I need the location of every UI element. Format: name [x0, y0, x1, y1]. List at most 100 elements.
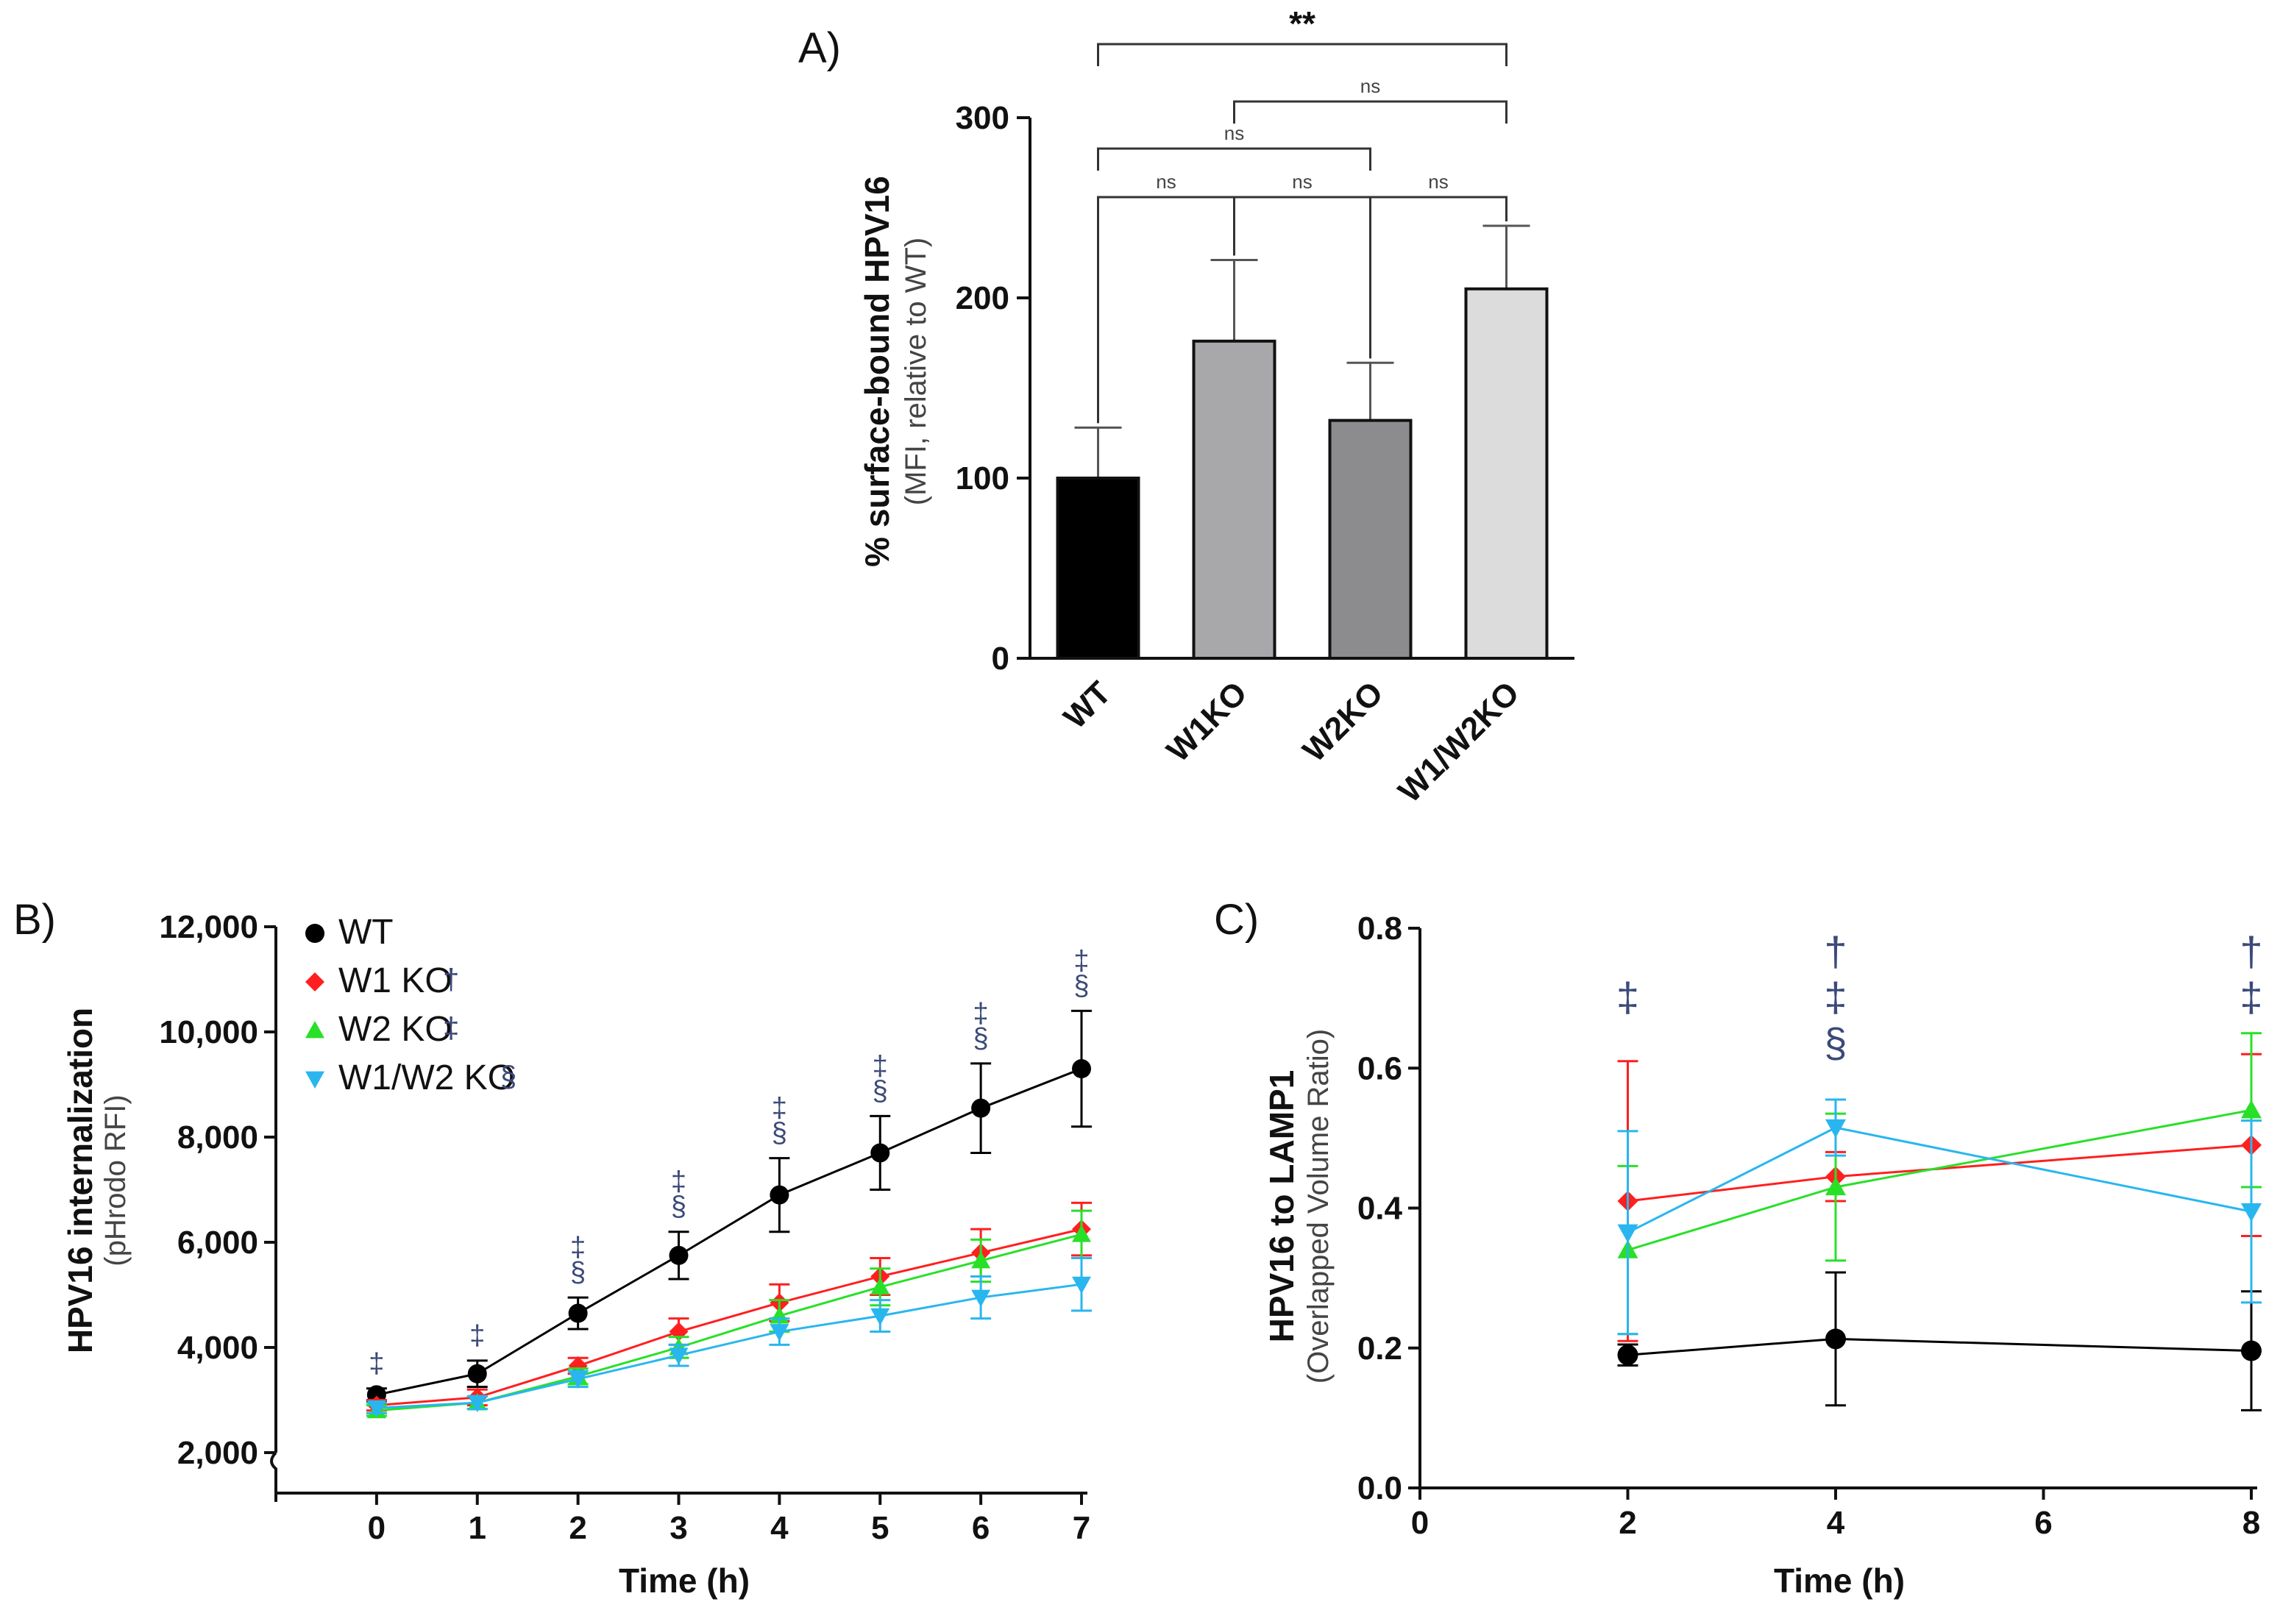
series-line	[1627, 1108, 2252, 1252]
ytick-label: 6,000	[177, 1225, 258, 1261]
xtick-label: 2	[569, 1510, 586, 1546]
panel-a-ytick-label: 0	[992, 641, 1009, 677]
data-point	[669, 1245, 689, 1265]
legend-symbol: †	[443, 964, 459, 996]
bar-w2ko	[1328, 419, 1413, 660]
significance-symbol: ‡	[570, 1232, 586, 1263]
data-point	[2241, 1100, 2262, 1119]
xtick-label: 0	[1411, 1505, 1429, 1541]
bar-w1-w2ko	[1464, 287, 1549, 660]
significance-symbol: ‡	[1616, 974, 1639, 1020]
panel-b-label: B)	[13, 896, 56, 944]
data-point	[1072, 1059, 1091, 1079]
data-point	[1072, 1276, 1091, 1294]
series-w1-ko	[1617, 1053, 2262, 1342]
panel-c-ylabel-sub: (Overlapped Volume Ratio)	[1302, 1029, 1335, 1383]
panel-c-label: C)	[1214, 896, 1259, 944]
significance-bracket	[1233, 100, 1507, 124]
significance-symbol: ‡	[369, 1348, 384, 1379]
significance-symbol: †	[1824, 928, 1847, 975]
ytick-label: 8,000	[177, 1119, 258, 1155]
panel-b-xlabel: Time (h)	[619, 1561, 750, 1600]
ytick-label: 0.0	[1357, 1470, 1402, 1506]
data-point	[1617, 1345, 1638, 1366]
significance-symbol: †	[2240, 928, 2262, 975]
series-line	[376, 1228, 1082, 1407]
legend-item-w1-ko: W1 KO†	[305, 961, 459, 1000]
xtick-label: 4	[1827, 1505, 1845, 1541]
xtick-label: 7	[1073, 1510, 1090, 1546]
panel-a-bars: WT W1KO W2KO W1/W2KO	[1056, 224, 1549, 810]
xtick-label: 0	[368, 1510, 386, 1546]
data-point	[770, 1324, 789, 1342]
significance-symbol: ‡	[671, 1167, 686, 1197]
significance-symbol: §	[772, 1118, 787, 1149]
legend-marker	[305, 972, 324, 991]
data-point	[971, 1251, 991, 1269]
data-point	[971, 1098, 991, 1118]
significance-bracket	[1233, 196, 1371, 359]
significance-symbol: ‡	[1824, 974, 1847, 1020]
xtick-label: 6	[2034, 1505, 2052, 1541]
y-axis-break	[270, 1451, 277, 1493]
panel-a-xtick-label: W1KO	[1160, 674, 1254, 769]
xtick-label: 1	[469, 1510, 486, 1546]
significance-label: **	[1289, 4, 1315, 43]
series-w1-w2-ko	[366, 1256, 1092, 1418]
xtick-label: 4	[770, 1510, 789, 1546]
panel-a-ytick-label: 200	[956, 280, 1009, 316]
panel-a-xtick-label: W2KO	[1296, 674, 1391, 769]
xtick-label: 3	[670, 1510, 687, 1546]
panel-a-ylabel-sub: (MFI, relative to WT)	[900, 238, 932, 505]
panel-c-axes: 0.0 0.2 0.4 0.6 0.8 0 2 4 6 8	[1357, 911, 2260, 1541]
panel-a-xtick-label: WT	[1057, 674, 1118, 736]
legend-label: W2 KO	[338, 1010, 452, 1049]
significance-bracket	[1369, 196, 1507, 359]
ytick-label: 0.6	[1357, 1050, 1402, 1086]
significance-symbol: ‡	[873, 1050, 888, 1081]
series-line	[376, 1067, 1082, 1396]
data-point	[568, 1371, 588, 1389]
ytick-label: 10,000	[159, 1014, 258, 1050]
data-point	[971, 1289, 991, 1308]
panel-b-legend: WT W1 KO† W2 KO‡ W1/W2 KO§	[305, 913, 516, 1097]
panel-c-annotations: ‡†‡§†‡	[1616, 928, 2263, 1066]
significance-label: ns	[1360, 75, 1380, 97]
xtick-label: 6	[972, 1510, 990, 1546]
significance-symbol: ‡	[772, 1093, 787, 1124]
legend-item-wt: WT	[305, 913, 394, 952]
legend-item-w1-w2-ko: W1/W2 KO§	[305, 1058, 516, 1097]
series-w1-w2-ko	[1617, 1098, 2262, 1336]
significance-symbol: §	[1073, 970, 1089, 1001]
panel-a-label: A)	[798, 24, 841, 72]
data-point	[1617, 1224, 1638, 1243]
series-w2-ko	[1617, 1032, 2262, 1336]
panel-c-xlabel: Time (h)	[1774, 1561, 1905, 1600]
panel-c: C) 0.00.20.40.60.80 2 4 6 8 ‡†‡§†‡ HPV16 to …	[1214, 896, 2263, 1600]
panel-b: B) 2,000 4,000 6,000 8,000 10,000 12,000 0 1 2 3 4…	[13, 896, 1092, 1600]
data-point	[366, 1400, 386, 1418]
data-point	[1072, 1225, 1091, 1242]
data-point	[870, 1277, 890, 1295]
data-point	[870, 1308, 890, 1326]
significance-label: ns	[1156, 171, 1176, 193]
ytick-label: 12,000	[159, 909, 258, 945]
series-wt	[366, 1009, 1092, 1405]
legend-symbol: §	[500, 1061, 516, 1093]
series-wt	[1617, 1271, 2262, 1411]
panel-b-ylabel-sub: (pHrodo RFI)	[99, 1094, 132, 1266]
legend-label: WT	[338, 913, 394, 952]
significance-symbol: ‡	[1073, 945, 1089, 976]
series-line	[1627, 1126, 2252, 1234]
significance-label: ns	[1428, 171, 1448, 193]
panel-a: A) ** ns ns ns ns ns 0 100 200 300 WT W1KO W2KO W1/…	[798, 4, 1574, 810]
ytick-label: 0.2	[1357, 1331, 1402, 1367]
significance-symbol: §	[973, 1023, 989, 1054]
data-point	[1825, 1328, 1846, 1350]
data-point	[669, 1347, 689, 1365]
data-point	[467, 1395, 487, 1413]
xtick-label: 5	[871, 1510, 889, 1546]
ytick-label: 0.8	[1357, 911, 1402, 947]
data-point	[1825, 1119, 1846, 1139]
